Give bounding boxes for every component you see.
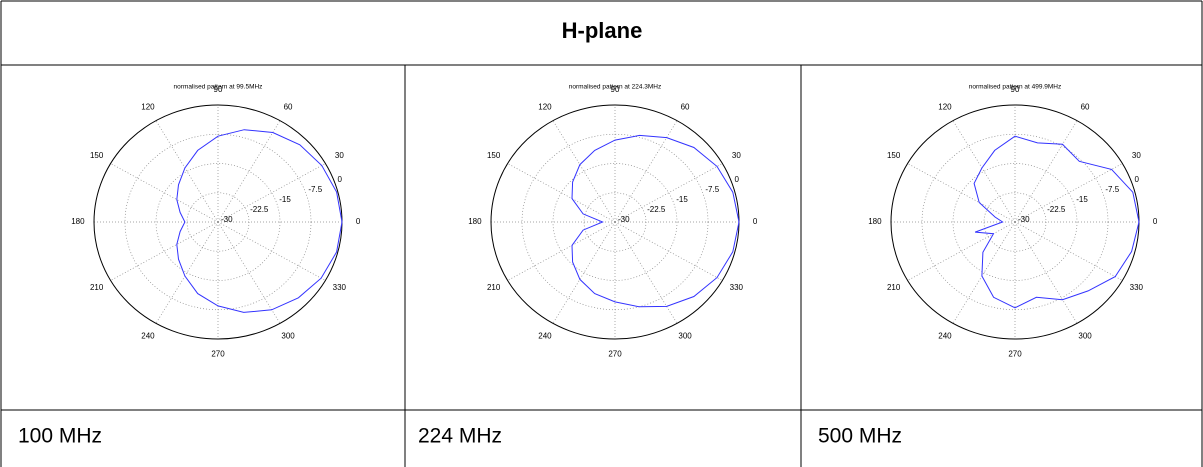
spoke xyxy=(1014,221,1078,324)
angle-label: 240 xyxy=(938,332,952,341)
spoke xyxy=(552,120,616,223)
angle-label: 30 xyxy=(1132,151,1141,160)
caption: 224 MHz xyxy=(418,425,502,448)
r-label: -15 xyxy=(1076,195,1088,204)
angle-label: 60 xyxy=(681,103,690,112)
angle-label: 300 xyxy=(1078,332,1092,341)
angle-label: 120 xyxy=(538,103,552,112)
grid-ring xyxy=(983,192,1047,252)
spoke xyxy=(614,221,678,324)
r-label: -15 xyxy=(279,195,291,204)
angle-label: 300 xyxy=(678,332,692,341)
angle-label: 0 xyxy=(1153,217,1158,226)
angle-label: 210 xyxy=(487,283,501,292)
r-label: -15 xyxy=(676,195,688,204)
pattern-curve xyxy=(176,129,343,313)
angle-label: 30 xyxy=(335,151,344,160)
angle-label: 240 xyxy=(141,332,155,341)
angle-label: 120 xyxy=(938,103,952,112)
plot-title: normalised pattern at 99.5MHz xyxy=(174,84,263,91)
angle-label: 90 xyxy=(1011,85,1020,94)
grid-ring xyxy=(952,163,1078,281)
angle-label: 270 xyxy=(211,349,225,358)
angle-label: 210 xyxy=(90,283,104,292)
r-label: 0 xyxy=(735,175,740,184)
grid-ring xyxy=(124,133,312,311)
r-label: -30 xyxy=(618,215,630,224)
angle-label: 60 xyxy=(1081,103,1090,112)
angle-label: 30 xyxy=(732,151,741,160)
r-label: -7.5 xyxy=(705,185,719,194)
caption: 100 MHz xyxy=(18,425,102,448)
angle-label: 270 xyxy=(608,349,622,358)
angle-label: 180 xyxy=(468,217,482,226)
angle-label: 0 xyxy=(356,217,361,226)
spoke xyxy=(110,221,219,281)
angle-label: 60 xyxy=(284,103,293,112)
pattern-curve xyxy=(973,135,1140,309)
spoke xyxy=(155,120,219,223)
r-label: -30 xyxy=(1018,215,1030,224)
r-label: -22.5 xyxy=(250,205,269,214)
r-label: -30 xyxy=(221,215,233,224)
r-label: 0 xyxy=(1135,175,1140,184)
r-label: -7.5 xyxy=(1105,185,1119,194)
r-label: -22.5 xyxy=(647,205,666,214)
angle-label: 240 xyxy=(538,332,552,341)
plot-title: normalised pattern at 224.3MHz xyxy=(569,84,662,91)
spoke xyxy=(907,221,1016,281)
angle-label: 90 xyxy=(611,85,620,94)
spoke xyxy=(507,221,616,281)
r-label: 0 xyxy=(338,175,343,184)
angle-label: 330 xyxy=(333,283,347,292)
angle-label: 330 xyxy=(730,283,744,292)
grid-ring xyxy=(155,163,281,281)
plot-title: normalised pattern at 499.9MHz xyxy=(969,84,1062,91)
angle-label: 120 xyxy=(141,103,155,112)
angle-label: 270 xyxy=(1008,349,1022,358)
r-label: -7.5 xyxy=(308,185,322,194)
angle-label: 0 xyxy=(753,217,758,226)
caption: 500 MHz xyxy=(818,425,902,448)
grid-ring xyxy=(186,192,250,252)
table-title: H-plane xyxy=(562,18,643,43)
angle-label: 150 xyxy=(487,151,501,160)
angle-label: 300 xyxy=(281,332,295,341)
angle-label: 150 xyxy=(887,151,901,160)
grid-ring xyxy=(921,133,1109,311)
angle-label: 150 xyxy=(90,151,104,160)
angle-label: 210 xyxy=(887,283,901,292)
grid-ring xyxy=(521,133,709,311)
angle-label: 90 xyxy=(214,85,223,94)
pattern-curve xyxy=(571,134,740,308)
angle-label: 180 xyxy=(868,217,882,226)
grid-ring xyxy=(583,192,647,252)
grid-ring xyxy=(552,163,678,281)
angle-label: 180 xyxy=(71,217,85,226)
r-label: -22.5 xyxy=(1047,205,1066,214)
angle-label: 330 xyxy=(1130,283,1144,292)
